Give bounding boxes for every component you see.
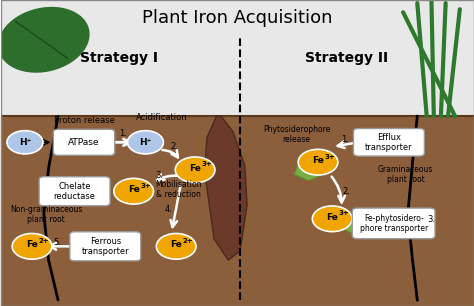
Text: Fe: Fe [326,213,338,222]
Circle shape [298,149,338,175]
Bar [1,0,474,116]
FancyBboxPatch shape [70,232,141,261]
Text: Phytosiderophore
release: Phytosiderophore release [263,125,330,144]
Text: 2+: 2+ [182,238,193,244]
Text: 4.: 4. [164,205,172,214]
Circle shape [156,233,196,259]
Text: 1.: 1. [119,129,127,138]
Text: Acidification: Acidification [136,113,188,122]
Text: Non-graminaceous
plant root: Non-graminaceous plant root [10,204,82,224]
Text: 2.: 2. [170,142,178,151]
Text: 3+: 3+ [338,210,349,216]
Circle shape [312,206,352,232]
Text: ATPase: ATPase [68,138,100,147]
Text: 5.: 5. [53,238,61,247]
Polygon shape [0,8,89,72]
Text: Fe: Fe [170,240,182,249]
Text: H⁺: H⁺ [19,138,31,147]
Text: Fe: Fe [312,156,324,165]
Text: 2.: 2. [342,187,350,196]
Text: Fe: Fe [128,185,139,194]
Text: 3+: 3+ [201,161,212,167]
FancyBboxPatch shape [39,177,110,206]
Text: Strategy I: Strategy I [81,51,158,65]
Text: Efflux
transporter: Efflux transporter [365,132,413,152]
FancyBboxPatch shape [53,129,115,155]
Circle shape [175,157,215,183]
Text: H⁺: H⁺ [139,138,152,147]
Circle shape [114,178,154,204]
Text: Plant Iron Acquisition: Plant Iron Acquisition [142,9,333,27]
Text: 1.: 1. [341,135,349,144]
Circle shape [12,233,52,259]
Text: Fe-phytosidero-
phore transporter: Fe-phytosidero- phore transporter [359,214,428,233]
Text: Graminaceous
plant root: Graminaceous plant root [378,165,433,184]
FancyBboxPatch shape [354,129,424,156]
Text: 3+: 3+ [140,183,151,189]
Bar [1,116,474,306]
Polygon shape [294,153,328,181]
Polygon shape [342,213,368,233]
Text: 3+: 3+ [324,154,335,160]
Circle shape [128,131,164,154]
FancyBboxPatch shape [352,208,435,239]
Text: 3.: 3. [428,215,436,224]
Text: 3.: 3. [155,171,164,181]
Text: Proton release: Proton release [54,116,114,125]
Polygon shape [205,116,247,260]
Text: Strategy II: Strategy II [305,51,388,65]
Text: Ferrous
transporter: Ferrous transporter [82,237,129,256]
Text: Fe: Fe [189,164,201,173]
Text: Mobilisation
& reduction: Mobilisation & reduction [155,180,202,200]
Text: 2+: 2+ [38,238,49,244]
Circle shape [7,131,43,154]
Text: Chelate
reductase: Chelate reductase [54,181,96,201]
Text: Fe: Fe [26,240,38,249]
